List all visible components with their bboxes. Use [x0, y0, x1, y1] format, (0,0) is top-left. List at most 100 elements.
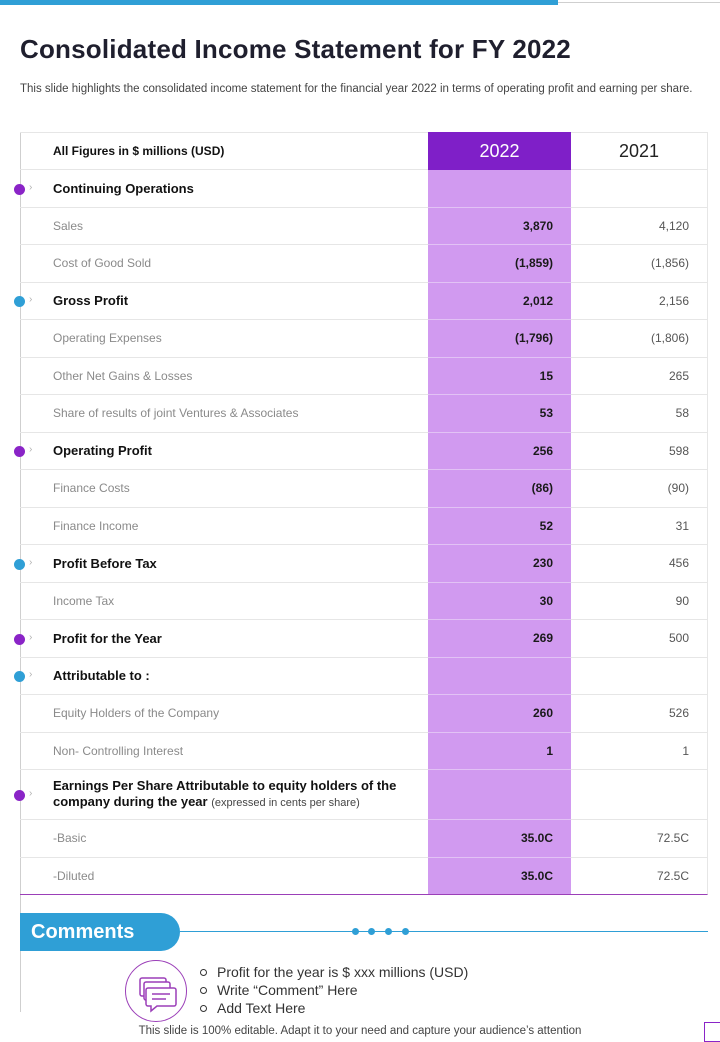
table-row: › Profit for the Year 269 500: [14, 620, 708, 658]
table-row: Cost of Good Sold (1,859) (1,856): [20, 245, 708, 283]
value-2022: 3,870: [428, 207, 571, 245]
eps-label: Earnings Per Share Attributable to equit…: [53, 778, 397, 809]
value-2021: 72.5C: [571, 820, 708, 858]
timeline-dot: [14, 183, 25, 195]
table-row: Non- Controlling Interest 1 1: [20, 732, 708, 770]
value-2021: 72.5C: [571, 857, 708, 895]
table-row: Operating Expenses (1,796) (1,806): [20, 320, 708, 358]
table-row: Equity Holders of the Company 260 526: [20, 695, 708, 733]
value-2022: 30: [428, 582, 571, 620]
value-2022: 230: [428, 545, 571, 583]
header-label: All Figures in $ millions (USD): [20, 132, 428, 170]
value-2021: 598: [571, 432, 708, 470]
chevron-right-icon: ›: [29, 669, 33, 681]
chevron-right-icon: ›: [29, 181, 33, 193]
footer-note: This slide is 100% editable. Adapt it to…: [138, 1025, 582, 1037]
row-label: Finance Income: [20, 508, 428, 545]
timeline-line: [20, 132, 21, 1012]
chevron-right-icon: ›: [29, 444, 33, 456]
list-item: Add Text Here: [200, 999, 468, 1017]
table-header-row: All Figures in $ millions (USD) 2022 202…: [20, 132, 708, 170]
value-2022: 52: [428, 507, 571, 545]
row-label: Operating Profit: [20, 433, 428, 470]
row-label: Non- Controlling Interest: [20, 733, 428, 770]
row-label: Attributable to :: [20, 658, 428, 695]
table-row: › Gross Profit 2,012 2,156: [14, 282, 708, 320]
timeline-dot: [14, 296, 25, 308]
page-subtitle: This slide highlights the consolidated i…: [20, 83, 693, 95]
value-2021: (90): [571, 470, 708, 508]
value-2021: [571, 657, 708, 695]
value-2021: 456: [571, 545, 708, 583]
value-2021: 58: [571, 395, 708, 433]
table-row: › Attributable to :: [14, 657, 708, 695]
row-label: Profit Before Tax: [20, 545, 428, 583]
income-statement-table: All Figures in $ millions (USD) 2022 202…: [14, 132, 708, 895]
row-label: Cost of Good Sold: [20, 245, 428, 283]
table-row: › Continuing Operations: [14, 170, 708, 208]
value-2022: 2,012: [428, 282, 571, 320]
page-title: Consolidated Income Statement for FY 202…: [20, 34, 571, 64]
table-row: -Basic 35.0C 72.5C: [20, 820, 708, 858]
value-2021: 500: [571, 620, 708, 658]
table-row: Other Net Gains & Losses 15 265: [20, 357, 708, 395]
value-2021: 1: [571, 732, 708, 770]
timeline-dot: [14, 446, 25, 458]
header-2021: 2021: [571, 132, 708, 170]
value-2021: 2,156: [571, 282, 708, 320]
value-2022: [428, 657, 571, 695]
timeline-dot: [14, 671, 25, 683]
value-2022: (1,859): [428, 245, 571, 283]
row-label: Sales: [20, 208, 428, 245]
table-row: Share of results of joint Ventures & Ass…: [20, 395, 708, 433]
list-item: Write “Comment” Here: [200, 981, 468, 999]
chevron-right-icon: ›: [29, 294, 33, 306]
value-2022: 260: [428, 695, 571, 733]
row-label: -Basic: [20, 820, 428, 858]
header-2022: 2022: [428, 132, 571, 170]
row-label: Continuing Operations: [20, 170, 428, 208]
value-2021: (1,806): [571, 320, 708, 358]
value-2022: (86): [428, 470, 571, 508]
row-label: Equity Holders of the Company: [20, 695, 428, 733]
chevron-right-icon: ›: [29, 788, 33, 799]
row-label: Operating Expenses: [20, 320, 428, 358]
chat-bubbles-icon: [125, 960, 187, 1022]
table-row: -Diluted 35.0C 72.5C: [20, 857, 708, 895]
value-2022: 35.0C: [428, 857, 571, 895]
eps-row: › Earnings Per Share Attributable to equ…: [14, 770, 708, 820]
row-label: Income Tax: [20, 583, 428, 620]
value-2022: [428, 170, 571, 208]
divider-dot: [385, 928, 392, 935]
comments-list: Profit for the year is $ xxx millions (U…: [200, 963, 468, 1017]
top-accent-bar: [0, 0, 720, 6]
table-row: Finance Costs (86) (90): [20, 470, 708, 508]
timeline-dot: [14, 790, 25, 801]
value-2021: 31: [571, 507, 708, 545]
table-row: Finance Income 52 31: [20, 507, 708, 545]
row-label: Finance Costs: [20, 470, 428, 508]
row-label: Other Net Gains & Losses: [20, 358, 428, 395]
corner-decoration: [704, 1022, 720, 1042]
table-row: › Profit Before Tax 230 456: [14, 545, 708, 583]
list-item: Profit for the year is $ xxx millions (U…: [200, 963, 468, 981]
value-2022: 256: [428, 432, 571, 470]
table-row: Sales 3,870 4,120: [20, 207, 708, 245]
value-2021: 526: [571, 695, 708, 733]
eps-note: (expressed in cents per share): [211, 797, 360, 809]
value-2022: 53: [428, 395, 571, 433]
row-label: Profit for the Year: [20, 620, 428, 658]
divider-dot: [352, 928, 359, 935]
value-2021: 90: [571, 582, 708, 620]
value-2022: 269: [428, 620, 571, 658]
row-label: Gross Profit: [20, 283, 428, 320]
timeline-dot: [14, 558, 25, 570]
value-2021: [571, 170, 708, 208]
divider-dot: [402, 928, 409, 935]
row-label: Share of results of joint Ventures & Ass…: [20, 395, 428, 433]
value-2022: (1,796): [428, 320, 571, 358]
value-2022: 35.0C: [428, 820, 571, 858]
value-2021: 265: [571, 357, 708, 395]
chevron-right-icon: ›: [29, 631, 33, 643]
value-2022: 1: [428, 732, 571, 770]
